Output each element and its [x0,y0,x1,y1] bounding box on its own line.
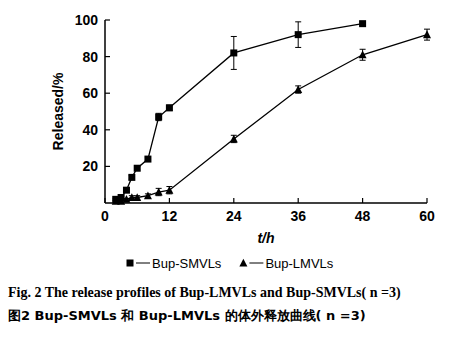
y-tick [105,129,110,130]
x-tick-label: 24 [226,208,242,224]
y-tick [105,166,110,167]
legend-entry: Bup-LMVLs [239,256,333,271]
caption-zh: 图2 Bup-SMVLs 和 Bup-LMVLs 的体外释放曲线( n =3) [8,306,448,325]
data-point [359,50,367,58]
data-point [295,31,302,38]
x-tick [298,198,299,203]
x-axis [105,202,427,204]
legend-entry: Bup-SMVLs [127,256,222,271]
error-cap [295,21,301,22]
error-cap [231,36,237,37]
error-cap [295,47,301,48]
y-tick-label: 40 [82,122,98,138]
x-tick [426,198,427,203]
error-bar [295,22,301,48]
data-point [423,30,431,38]
data-point [166,104,173,111]
x-axis-label: t/h [257,230,274,246]
y-tick-label: 60 [82,85,98,101]
error-bar [424,29,430,40]
caption: Fig. 2 The release profiles of Bup-LMVLs… [8,283,448,325]
data-point [123,187,130,194]
legend-line [249,263,263,264]
x-tick-label: 0 [101,208,109,224]
error-cap [231,69,237,70]
y-tick-label: 20 [82,158,98,174]
error-cap [360,60,366,61]
data-point [230,135,238,143]
data-point [134,165,141,172]
data-point [359,20,366,27]
series-line [116,35,427,202]
legend-label: Bup-LMVLs [265,256,333,271]
error-cap [360,49,366,50]
error-bar [231,135,237,142]
data-point [165,186,173,194]
error-bar [295,86,301,93]
error-cap [424,29,430,30]
data-point [155,188,163,196]
y-tick-label: 100 [75,12,99,28]
x-tick-label: 60 [419,208,435,224]
y-tick [105,93,110,94]
y-tick-label: 80 [82,49,98,65]
error-bar [166,105,172,110]
x-tick [233,198,234,203]
legend-marker [239,259,247,267]
x-tick [362,198,363,203]
caption-en: Fig. 2 The release profiles of Bup-LMVLs… [8,283,448,302]
error-bar [231,36,237,69]
data-point [133,193,141,201]
data-point [230,49,237,56]
legend-marker [127,260,134,267]
y-tick [105,19,110,20]
legend-label: Bup-SMVLs [152,256,222,271]
error-bar [166,187,172,194]
error-bar [156,113,162,120]
error-bar [156,188,162,195]
data-point [144,191,152,199]
y-axis [104,20,106,203]
x-tick-label: 48 [355,208,371,224]
legend-line [136,263,150,264]
data-point [155,113,162,120]
chart: 0 12 24 36 48 60 20 40 60 80 100 t/h Released/% Bup-S… [0,0,456,283]
plot-area [112,20,431,205]
y-axis-label: Released/% [50,72,66,150]
x-tick [169,198,170,203]
y-tick [105,56,110,57]
series-line [116,24,363,200]
error-cap [424,40,430,41]
x-tick-label: 12 [162,208,178,224]
data-point [128,174,135,181]
x-tick-label: 36 [290,208,306,224]
x-tick [104,198,105,203]
error-bar [360,49,366,60]
data-point [144,156,151,163]
data-point [294,85,302,93]
